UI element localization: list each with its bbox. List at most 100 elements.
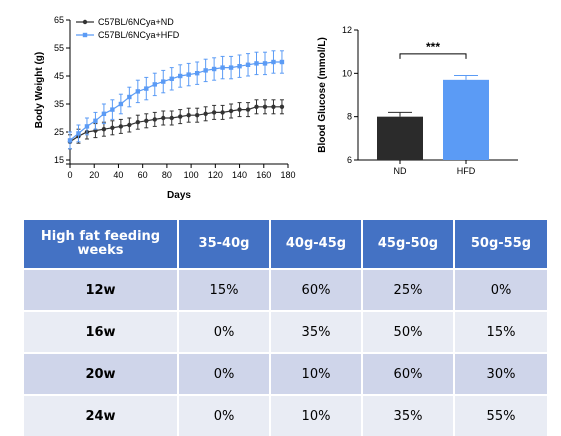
- x-tick-label: HFD: [457, 166, 476, 176]
- data-point: [262, 61, 268, 66]
- data-point: [135, 89, 141, 94]
- data-point: [194, 71, 200, 76]
- x-tick-label: ND: [394, 166, 407, 176]
- data-point: [279, 104, 285, 110]
- significance-annotation: ***: [426, 40, 440, 54]
- y-tick-label: 25: [54, 127, 64, 137]
- data-point: [84, 124, 90, 129]
- y-tick-label: 6: [347, 155, 352, 165]
- x-tick-label: 20: [89, 170, 99, 180]
- data-point: [254, 104, 259, 110]
- data-point: [220, 65, 225, 70]
- data-point: [245, 62, 251, 67]
- table-cell: 15%: [178, 268, 271, 311]
- header-weeks: High fat feeding weeks: [24, 220, 179, 269]
- x-axis-label: Days: [167, 190, 191, 201]
- data-point: [118, 101, 124, 107]
- data-point: [93, 118, 98, 123]
- table-cell: 0%: [178, 352, 271, 395]
- x-tick-label: 180: [280, 170, 295, 180]
- table-header-row: High fat feeding weeks 35-40g 40g-45g 45…: [24, 220, 547, 269]
- y-tick-label: 10: [342, 68, 352, 78]
- series-nd: [67, 99, 285, 150]
- data-point: [67, 138, 73, 143]
- data-point: [211, 66, 217, 72]
- data-point: [135, 120, 141, 125]
- data-point: [194, 113, 200, 118]
- data-point: [161, 115, 166, 121]
- data-point: [245, 107, 251, 112]
- table-cell: 60%: [270, 268, 363, 311]
- data-point: [220, 110, 225, 115]
- y-tick-label: 45: [54, 71, 64, 81]
- table-row: 16w 0% 35% 50% 15%: [24, 310, 547, 353]
- table-cell: 10%: [270, 394, 363, 436]
- row-label: 16w: [24, 310, 179, 353]
- y-tick-label: 8: [347, 112, 352, 122]
- data-point: [262, 104, 268, 110]
- data-point: [211, 110, 217, 115]
- table-row: 24w 0% 10% 35% 55%: [24, 394, 547, 436]
- data-point: [152, 117, 157, 122]
- row-label: 20w: [24, 352, 179, 395]
- data-point: [178, 114, 183, 119]
- data-point: [169, 115, 174, 121]
- data-point: [144, 86, 149, 91]
- x-tick-label: 120: [208, 170, 223, 180]
- data-point: [271, 104, 276, 110]
- data-point: [237, 107, 242, 112]
- y-tick-label: 12: [342, 25, 352, 35]
- y-tick-label: 65: [54, 15, 64, 25]
- data-point: [203, 111, 208, 117]
- data-point: [203, 68, 208, 73]
- table-cell: 0%: [178, 310, 271, 353]
- table-cell: 10%: [270, 352, 363, 395]
- header-40-45g: 40g-45g: [270, 220, 363, 269]
- legend-marker: [82, 32, 88, 38]
- data-point: [161, 79, 166, 84]
- x-tick-label: 140: [232, 170, 247, 180]
- x-tick-label: 60: [138, 170, 148, 180]
- charts-area: 15 25 35 45 55 65 0 20 40 60 80 100 120 140 160 180 C57…: [34, 15, 518, 201]
- table-row: 20w 0% 10% 60% 30%: [24, 352, 547, 395]
- data-point: [178, 73, 183, 79]
- table-cell: 15%: [454, 310, 547, 353]
- header-50-55g: 50g-55g: [454, 220, 547, 269]
- table-cell: 55%: [454, 394, 547, 436]
- data-point: [110, 125, 115, 130]
- blood-glucose-bar-chart: 6 8 10 12 ND HFD Blood Glucose (mmol/L) ***: [317, 25, 518, 176]
- data-point: [127, 122, 132, 128]
- data-point: [118, 124, 124, 129]
- legend-label: C57BL/6NCya+ND: [98, 17, 174, 27]
- data-point: [186, 72, 191, 77]
- data-point: [144, 118, 149, 124]
- row-label: 24w: [24, 394, 179, 436]
- legend-marker: [82, 19, 88, 25]
- x-tick-label: 0: [67, 170, 72, 180]
- significance-bracket: [399, 53, 467, 59]
- bar-nd: [377, 116, 423, 160]
- y-axis-label: Blood Glucose (mmol/L): [317, 37, 328, 153]
- data-point: [254, 61, 259, 66]
- x-tick-label: 40: [113, 170, 123, 180]
- data-point: [127, 94, 132, 100]
- x-tick-label: 80: [162, 170, 172, 180]
- table-cell: 0%: [178, 394, 271, 436]
- data-point: [76, 131, 81, 136]
- table-cell: 30%: [454, 352, 547, 395]
- x-tick-label: 100: [184, 170, 199, 180]
- data-point: [228, 108, 234, 114]
- x-tick-label: 160: [256, 170, 271, 180]
- table-cell: 35%: [362, 394, 455, 436]
- data-point: [101, 111, 107, 116]
- header-45-50g: 45g-50g: [362, 220, 455, 269]
- data-point: [110, 107, 115, 112]
- data-point: [152, 82, 157, 87]
- data-point: [169, 76, 174, 81]
- y-tick-label: 35: [54, 99, 64, 109]
- data-point: [279, 59, 285, 65]
- table-row: 12w 15% 60% 25% 0%: [24, 268, 547, 311]
- table-cell: 25%: [362, 268, 455, 311]
- data-point: [228, 65, 234, 70]
- data-point: [186, 113, 191, 118]
